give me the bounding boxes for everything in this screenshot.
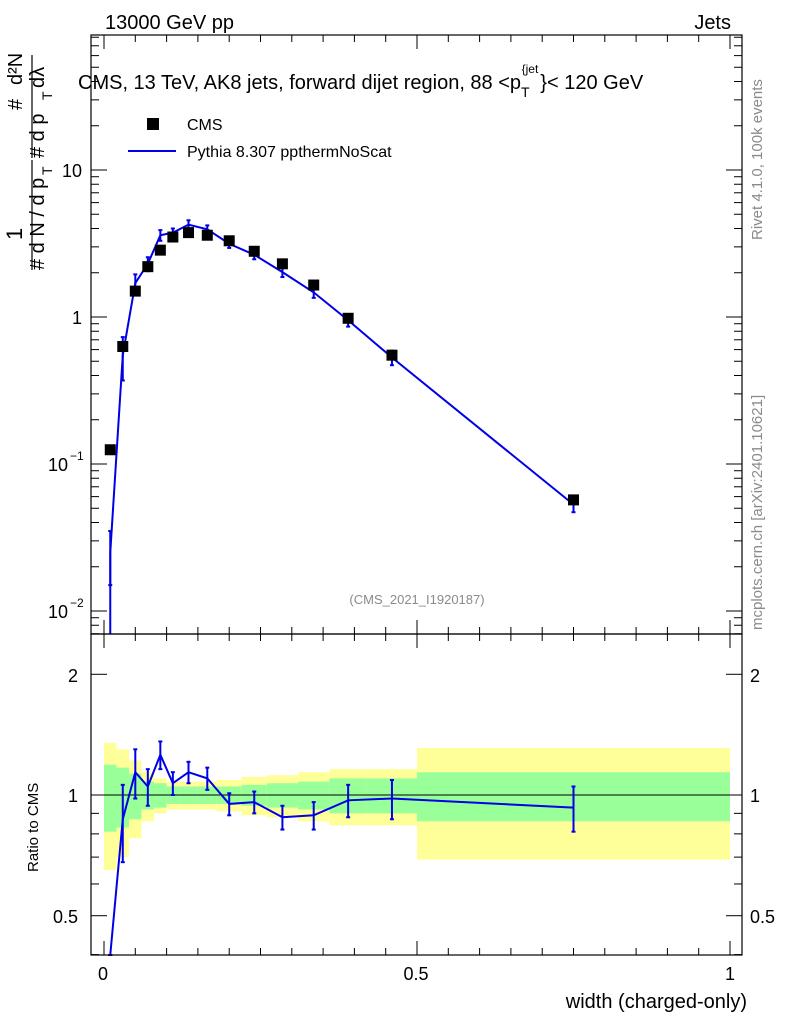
y-tick-exponent: −1 bbox=[70, 449, 84, 463]
svg-text:#: # bbox=[5, 98, 27, 110]
cms-point bbox=[201, 229, 213, 241]
cms-point bbox=[104, 444, 116, 456]
cms-point bbox=[142, 261, 154, 273]
svg-text:T: T bbox=[39, 91, 55, 100]
y-tick-label: 1 bbox=[72, 308, 82, 328]
header-energy: 13000 GeV pp bbox=[105, 12, 234, 34]
cms-point bbox=[308, 279, 320, 291]
cms-point bbox=[248, 245, 260, 257]
svg-text:# d p: # d p bbox=[27, 114, 49, 158]
plot-title: CMS, 13 TeV, AK8 jets, forward dijet reg… bbox=[78, 62, 644, 100]
ratio-tick-label-right: 1 bbox=[750, 786, 760, 806]
cms-point bbox=[386, 349, 398, 361]
legend-pythia-label: Pythia 8.307 ppthermNoScat bbox=[187, 144, 392, 161]
y-tick-label: 10 bbox=[48, 455, 68, 475]
ratio-tick-label: 1 bbox=[68, 786, 78, 806]
analysis-id: (CMS_2021_I1920187) bbox=[349, 592, 484, 607]
plot-title-tail: }< 120 GeV bbox=[540, 72, 644, 94]
svg-text:dλ: dλ bbox=[27, 67, 49, 88]
plot-title-sub: T bbox=[521, 84, 530, 100]
ratio-tick-label-right: 2 bbox=[750, 666, 760, 686]
legend-cms-marker bbox=[147, 118, 159, 130]
ratio-y-tick-labels: 2 1 0.5 2 1 0.5 bbox=[53, 666, 775, 927]
header-category: Jets bbox=[694, 12, 731, 34]
cms-point bbox=[117, 340, 129, 352]
x-tick-label: 1 bbox=[725, 964, 735, 984]
cms-point bbox=[223, 235, 235, 247]
ratio-tick-label: 2 bbox=[68, 666, 78, 686]
svg-text:# d N / d p: # d N / d p bbox=[27, 178, 49, 270]
upper-ylabel: # d N / d p T 1 # d p T dλ # d²N bbox=[2, 53, 55, 270]
cms-point bbox=[568, 494, 579, 506]
y-tick-label: 10 bbox=[62, 161, 82, 181]
ratio-series bbox=[108, 740, 576, 956]
plot-title-sup: {jet bbox=[522, 62, 539, 76]
cms-point bbox=[183, 227, 195, 239]
svg-text:T: T bbox=[39, 166, 55, 175]
cms-point bbox=[154, 244, 166, 256]
y-tick-label: 10 bbox=[48, 602, 68, 622]
axes bbox=[90, 34, 743, 956]
x-tick-labels: 0 0.5 1 bbox=[98, 964, 735, 984]
svg-text:d²N: d²N bbox=[5, 53, 27, 85]
rivet-label: Rivet 4.1.0, 100k events bbox=[749, 79, 766, 240]
cms-point bbox=[276, 258, 288, 270]
ratio-ylabel: Ratio to CMS bbox=[25, 783, 42, 872]
ratio-tick-label-right: 0.5 bbox=[750, 907, 775, 927]
legend-cms-label: CMS bbox=[187, 117, 223, 134]
pythia-line bbox=[109, 223, 575, 634]
cms-series bbox=[104, 227, 579, 506]
ratio-tick-label: 0.5 bbox=[53, 907, 78, 927]
y-tick-exponent: −2 bbox=[70, 596, 84, 610]
svg-text:1: 1 bbox=[2, 228, 27, 240]
upper-y-tick-labels: 10 1 10 −1 10 −2 bbox=[48, 161, 84, 622]
x-tick-label: 0.5 bbox=[403, 964, 428, 984]
cms-point bbox=[129, 285, 141, 297]
cms-point bbox=[342, 312, 354, 324]
cms-point bbox=[167, 231, 179, 243]
pythia-series bbox=[108, 219, 576, 634]
ratio-stat-band bbox=[104, 764, 117, 832]
plot-title-main: CMS, 13 TeV, AK8 jets, forward dijet reg… bbox=[78, 72, 521, 94]
xlabel: width (charged-only) bbox=[565, 991, 747, 1013]
site-label: mcplots.cern.ch [arXiv:2401.10621] bbox=[749, 395, 766, 630]
ratio-uncertainty-bands bbox=[104, 742, 730, 871]
x-tick-label: 0 bbox=[98, 964, 108, 984]
